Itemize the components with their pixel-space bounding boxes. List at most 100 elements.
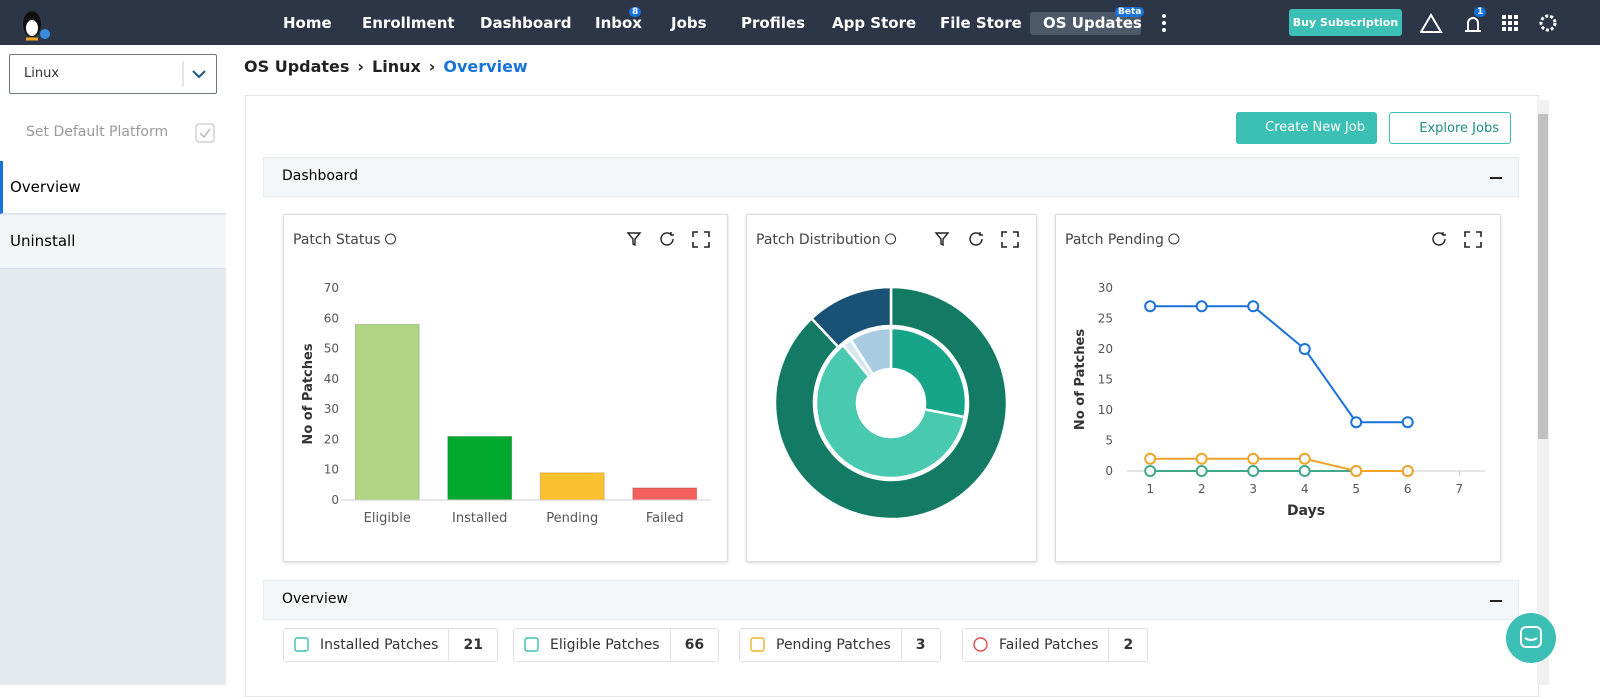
point [1298,465,1311,477]
chart: Patch Distribution [756,231,1019,521]
dashboard-bar: Dashboard [263,157,1519,197]
stat-label: Eligible Patches [550,637,660,653]
active-tab [1030,12,1141,35]
y-tick-label: 0 [331,493,339,507]
point [1247,465,1260,477]
expand-icon [1001,231,1019,248]
info-icon [1168,233,1180,245]
expand-icon [692,231,710,248]
x-tick-label: Installed [452,511,507,526]
chart-card: Patch Distribution [746,214,1037,562]
y-tick-label: 10 [324,463,339,477]
point [1401,465,1414,477]
header: Home Enrollment Dashboard Inbox 8 Jobs P… [0,0,1600,45]
chart-title: Patch Pending [1065,232,1164,248]
collapse[interactable] [1490,177,1502,179]
chat-icon [1520,626,1542,648]
section-title: Overview [282,591,348,607]
point [1401,416,1414,429]
chevron [182,61,206,87]
info-icon [385,233,397,245]
x-tick-label: 5 [1352,482,1360,496]
logo [23,11,50,41]
buy-button[interactable]: Buy Subscription [1289,9,1402,36]
point [1350,416,1363,429]
donut-slice [814,343,967,480]
y-tick-label: 0 [1105,464,1113,478]
explore-jobs-button[interactable]: Explore Jobs [1389,112,1511,144]
nav-item[interactable]: Inbox [595,14,642,32]
y-tick-label: 40 [324,372,339,386]
y-axis-label: No of Patches [301,343,316,444]
donut-slice [773,285,1009,521]
y-tick-label: 15 [1098,373,1113,387]
chart-title: Patch Status [293,232,381,248]
button-label: Explore Jobs [1419,121,1499,136]
x-tick-label: Pending [546,511,598,526]
menu-item[interactable]: Uninstall [0,215,226,269]
y-tick-label: 70 [324,281,339,295]
stat-icon [973,637,988,652]
bar [632,487,698,501]
point [1350,465,1363,477]
menu-item-active[interactable]: Overview [0,161,226,214]
sidebar-top [0,45,226,161]
create-job-button[interactable]: Create New Job [1236,112,1377,144]
header-icons [1420,13,1557,33]
nav-item[interactable]: Dashboard [480,14,572,32]
info-icon [885,233,897,245]
beta-badge: Beta [1115,7,1145,17]
crumb[interactable]: OS Updates [244,57,350,76]
x-tick-label: 2 [1198,482,1206,496]
section-title: Dashboard [282,168,358,184]
x-tick-label: Eligible [364,511,411,526]
chart: Patch Status 0 10 20 30 40 50 60 70 No of Patches… [293,231,711,526]
y-tick-label: 20 [324,432,339,446]
nav-item[interactable]: App Store [832,14,917,32]
breadcrumb: OS Updates › Linux › Overview [244,57,528,76]
inbox-badge: 8 [629,7,642,17]
stat-card: Failed Patches 2 [962,628,1149,662]
stat-value: 3 [900,629,940,661]
bar [354,323,420,501]
point [1144,465,1157,477]
nav-item[interactable]: OS Updates [1043,14,1142,32]
stat-label: Installed Patches [320,637,439,653]
stat-value: 2 [1108,629,1147,661]
nav-item[interactable]: Home [283,14,332,32]
platform-select[interactable]: Linux [9,54,217,94]
y-tick-label: 30 [324,402,339,416]
filter-icon [934,232,950,247]
nav-item[interactable]: Profiles [741,14,806,32]
donut-slice [849,326,893,377]
filter-icon [626,232,642,247]
chart-title: Patch Distribution [756,232,881,248]
crumb[interactable]: Linux [372,57,421,76]
checkbox[interactable] [195,123,215,143]
donut-slice [889,326,968,419]
nav-item[interactable]: Enrollment [362,14,455,32]
stat-card: Eligible Patches 66 [513,628,720,662]
x-tick-label: 4 [1301,482,1309,496]
stat-icon [750,637,765,652]
chart-card: Patch Status 0 10 20 30 40 50 60 70 No of Patches… [283,214,728,562]
point [1247,300,1260,313]
refresh-icon [1432,232,1446,246]
scrollbar [1537,100,1549,685]
x-tick-label: 3 [1249,482,1257,496]
bar [447,435,513,501]
point [1195,465,1208,477]
more-icon[interactable] [1158,12,1170,34]
crumb: Overview [443,57,528,76]
y-tick-label: 50 [324,342,339,356]
scroll-thumb[interactable] [1538,114,1548,439]
collapse[interactable] [1490,600,1502,602]
nav-item[interactable]: Jobs [671,14,707,32]
nav-item[interactable]: File Store [940,14,1022,32]
button-label: Create New Job [1265,120,1365,135]
bell-badge: 1 [1474,7,1487,17]
stat-card: Pending Patches 3 [739,628,941,662]
chat-button[interactable] [1506,613,1556,663]
stat-value: 21 [448,629,496,661]
